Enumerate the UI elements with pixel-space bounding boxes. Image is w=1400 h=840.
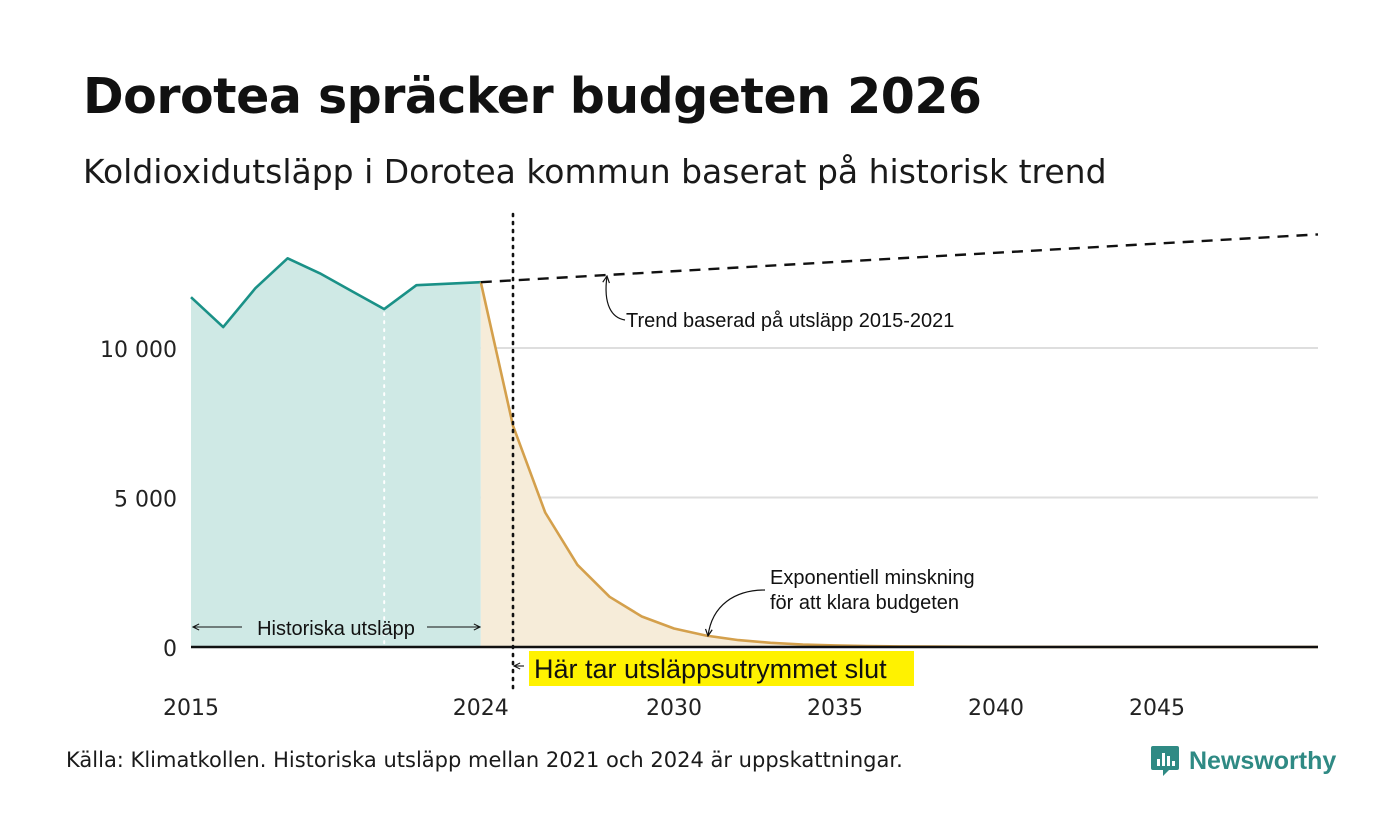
y-tick-label: 10 000	[100, 338, 177, 363]
budget-end-annotation: Här tar utsläppsutrymmet slut	[534, 654, 887, 684]
decline-annotation-line2: för att klara budgeten	[770, 592, 959, 614]
y-tick-label: 0	[163, 637, 177, 662]
area-layer	[191, 258, 1318, 647]
chart-subtitle: Koldioxidutsläpp i Dorotea kommun basera…	[83, 152, 1107, 191]
x-tick-label: 2045	[1129, 696, 1185, 721]
decline-annotation-arrow	[708, 589, 766, 636]
x-tick-label: 2035	[807, 696, 863, 721]
area-historiska-utsl-pp	[191, 258, 481, 647]
x-tick-label: 2024	[453, 696, 509, 721]
historical-annotation: Historiska utsläpp	[257, 618, 415, 640]
x-tick-label: 2015	[163, 696, 219, 721]
chart-title: Dorotea spräcker budgeten 2026	[83, 68, 982, 125]
chart: 0 5 000 10 000 2015 2024 2030 2035 2040 2045 Tre…	[100, 212, 1319, 721]
newsworthy-logo-icon	[1151, 746, 1179, 776]
series-line-trend	[480, 233, 1319, 284]
annotation-layer: Trend baserad på utsläpp 2015-2021 Expon…	[193, 276, 975, 686]
budget-end-highlight	[529, 651, 914, 686]
brand-name: Newsworthy	[1189, 746, 1337, 775]
x-tick-label: 2040	[968, 696, 1024, 721]
trend-annotation: Trend baserad på utsläpp 2015-2021	[626, 310, 954, 332]
x-tick-label: 2030	[646, 696, 702, 721]
source-note: Källa: Klimatkollen. Historiska utsläpp …	[66, 748, 903, 772]
brand[interactable]: Newsworthy	[1150, 744, 1336, 778]
y-tick-label: 5 000	[114, 488, 177, 513]
axis-layer: 0 5 000 10 000 2015 2024 2030 2035 2040 2045	[100, 338, 1318, 721]
area-exponentiell-minskning	[480, 282, 1318, 647]
trend-annotation-arrow	[606, 276, 626, 321]
series-line-historiska-utsl-pp	[190, 257, 481, 329]
decline-annotation-line1: Exponentiell minskning	[770, 567, 975, 589]
